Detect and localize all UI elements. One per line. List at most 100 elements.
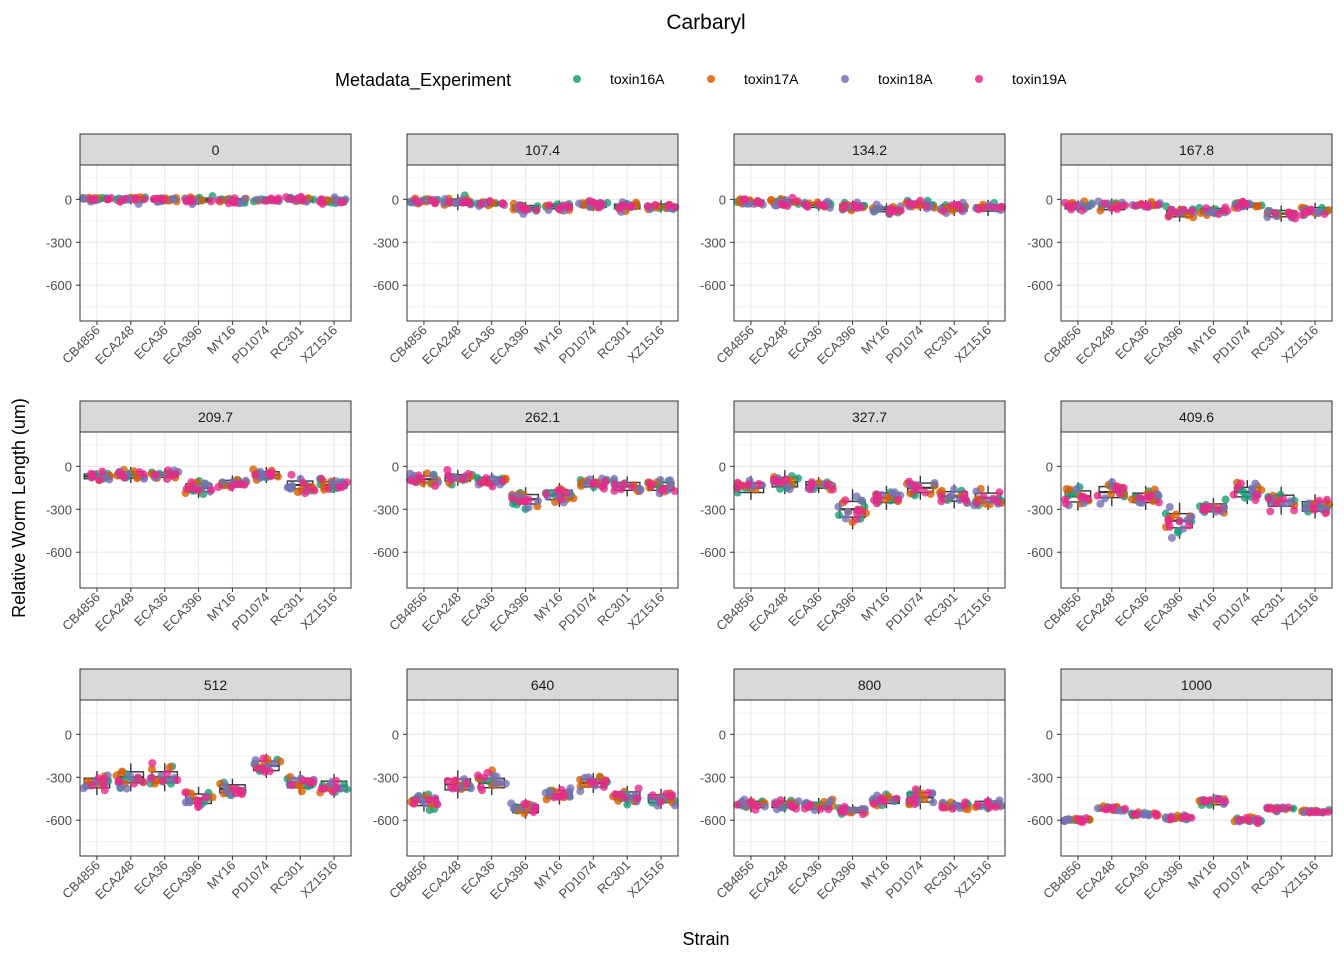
- x-tick-label: PD1074: [556, 323, 600, 367]
- data-point: [1121, 804, 1129, 813]
- data-point: [563, 201, 572, 210]
- data-point: [1087, 200, 1096, 209]
- facet-strip: [79, 133, 352, 166]
- facet-strip: [1060, 400, 1333, 433]
- data-point: [227, 483, 236, 492]
- legend-key-toxin18A: [841, 75, 849, 83]
- data-point: [332, 783, 341, 792]
- data-point: [656, 476, 665, 484]
- data-point: [1233, 483, 1242, 492]
- data-point: [1165, 503, 1174, 511]
- y-tick-label: -600: [373, 813, 399, 828]
- data-point: [953, 201, 962, 209]
- data-point: [1229, 490, 1238, 499]
- data-point: [1061, 198, 1070, 207]
- data-point: [938, 803, 947, 812]
- data-point: [282, 193, 291, 202]
- data-point: [130, 195, 139, 204]
- y-tick-label: -300: [373, 235, 399, 250]
- data-point: [1264, 206, 1272, 215]
- data-point: [542, 489, 550, 498]
- facet-strip-label: 409.6: [1179, 409, 1214, 425]
- data-point: [620, 793, 629, 802]
- x-tick-label: XZ1516: [951, 323, 994, 366]
- data-point: [1313, 808, 1322, 816]
- data-point: [896, 206, 905, 215]
- data-point: [973, 800, 982, 809]
- data-point: [852, 515, 861, 524]
- x-tick-label: PD1074: [229, 858, 273, 902]
- data-point: [972, 499, 981, 507]
- data-point: [287, 470, 296, 479]
- data-point: [668, 791, 677, 800]
- data-point: [995, 488, 1004, 497]
- data-point: [94, 774, 103, 783]
- data-point: [1179, 524, 1187, 533]
- facet-strip-label: 134.2: [852, 142, 887, 158]
- legend: Metadata_Experiment toxin16A toxin17A toxi…: [335, 70, 1067, 91]
- data-point: [1167, 205, 1176, 214]
- data-point: [317, 784, 326, 793]
- data-point: [960, 489, 969, 498]
- data-point: [985, 803, 994, 812]
- data-point: [182, 197, 191, 206]
- panel-border: [406, 699, 679, 857]
- x-tick-label: PD1074: [1210, 858, 1254, 902]
- data-point: [1131, 202, 1140, 210]
- data-point: [911, 793, 920, 802]
- data-point: [737, 481, 746, 490]
- y-tick-label: 0: [65, 727, 72, 742]
- panel-border: [79, 699, 352, 857]
- data-point: [600, 484, 608, 493]
- data-point: [240, 480, 249, 489]
- data-point: [305, 779, 314, 788]
- data-point: [597, 199, 606, 208]
- facet-strip: [406, 133, 679, 166]
- x-tick-label: XZ1516: [951, 590, 994, 633]
- y-tick-label: -300: [700, 502, 726, 517]
- legend-title: Metadata_Experiment: [335, 70, 511, 91]
- data-point: [912, 199, 921, 208]
- data-point: [267, 468, 276, 477]
- data-point: [1320, 210, 1329, 218]
- data-point: [950, 485, 958, 494]
- data-point: [1187, 813, 1196, 822]
- data-point: [431, 482, 440, 491]
- data-point: [414, 471, 423, 480]
- y-tick-label: -600: [700, 813, 726, 828]
- data-point: [79, 193, 88, 202]
- panel-border: [1060, 431, 1333, 589]
- data-point: [1214, 210, 1223, 219]
- data-point: [260, 767, 269, 776]
- data-point: [170, 195, 178, 203]
- data-point: [880, 797, 889, 806]
- facet-strip: [733, 133, 1006, 166]
- data-point: [1101, 805, 1110, 814]
- data-point: [1214, 505, 1223, 514]
- data-point: [342, 478, 351, 487]
- data-point: [1078, 206, 1087, 215]
- data-point: [751, 805, 760, 814]
- data-point: [299, 478, 308, 487]
- data-point: [410, 196, 419, 205]
- data-point: [95, 476, 104, 485]
- data-point: [666, 476, 675, 485]
- panel-border: [79, 164, 352, 322]
- data-point: [485, 197, 494, 205]
- data-point: [1266, 803, 1275, 812]
- data-point: [116, 197, 125, 206]
- data-point: [844, 507, 852, 516]
- data-point: [1272, 499, 1281, 508]
- data-point: [892, 794, 901, 803]
- data-point: [458, 475, 467, 484]
- data-point: [1164, 212, 1173, 221]
- panel-border: [79, 431, 352, 589]
- x-tick-label: XZ1516: [297, 323, 340, 366]
- data-point: [338, 198, 347, 207]
- data-point: [840, 808, 849, 816]
- y-tick-label: -300: [700, 770, 726, 785]
- data-point: [835, 511, 843, 520]
- data-point: [1315, 496, 1323, 505]
